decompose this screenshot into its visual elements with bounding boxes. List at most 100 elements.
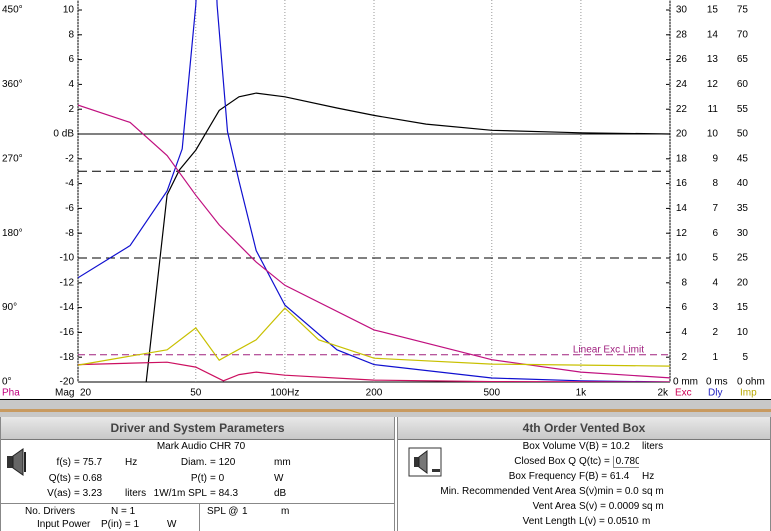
field-unit: mm: [274, 457, 291, 468]
x-tick-label: 200: [366, 388, 383, 398]
y-tick-label: 15: [707, 5, 719, 16]
y-tick-label: -6: [65, 203, 74, 214]
x-tick-label: 1k: [576, 388, 588, 398]
driver-panel: Driver and System Parameters Mark Audio …: [0, 417, 395, 531]
y-tick-label: 0 ms: [706, 377, 728, 388]
y-tick-label: 2: [712, 327, 718, 338]
y-tick-label: 8: [68, 29, 74, 40]
y-tick-label: 1: [712, 352, 718, 363]
y-tick-label: -4: [65, 178, 74, 189]
y-tick-label: 8: [712, 178, 718, 189]
y-tick-label: 12: [676, 228, 688, 239]
curves: [78, 0, 670, 382]
row-label: Vent Length: [522, 516, 576, 527]
y-tick-label: 70: [737, 29, 749, 40]
y-tick-label: 180°: [2, 228, 23, 239]
curve: [78, 0, 670, 382]
y-tick-label: 22: [676, 104, 688, 115]
y-tick-label: -16: [60, 327, 75, 338]
field-value: P(in) = 1: [101, 519, 140, 530]
field-unit: W: [274, 473, 284, 484]
y-tick-label: 12: [707, 79, 719, 90]
y-tick-label: 50: [737, 129, 749, 140]
row-unit: Hz: [642, 471, 655, 482]
row-value: L(v) = 0.05108: [579, 516, 639, 528]
row-unit: m: [642, 516, 651, 527]
y-tick-label: 2: [681, 352, 687, 363]
y-tick-label: 65: [737, 54, 749, 65]
row-symbol: V(B) =: [579, 441, 608, 452]
response-chart: 450° 360° 270° 180° 90° 0°Pha 10 8 6 4 2 0 dB -2 -4 -6…: [2, 0, 765, 398]
field-label: P(t): [190, 473, 207, 484]
y-tick-label: 26: [676, 54, 688, 65]
x-tick-label: 50: [190, 388, 202, 398]
row-number: 0.05108: [607, 516, 639, 527]
y-tick-label: 45: [737, 153, 749, 164]
y-tick-label: 13: [707, 54, 719, 65]
row-symbol: S(v) =: [579, 501, 606, 512]
field-value: = 0.68: [74, 473, 103, 484]
box-panel: 4th Order Vented Box Box Volume V(B) = 10…: [397, 417, 771, 531]
field-value: 1: [242, 506, 248, 517]
row-number[interactable]: 0.7803: [612, 456, 639, 468]
row-label: Box Frequency: [508, 471, 576, 482]
y-tick-label: 75: [737, 5, 749, 16]
y-tick-label: -20: [60, 377, 75, 388]
x-tick-label: 500: [483, 388, 500, 398]
field-label: Input Power: [37, 519, 91, 530]
y-tick-label: 270°: [2, 153, 23, 164]
field-unit: W: [167, 519, 177, 530]
y-tick-label: 90°: [2, 302, 17, 313]
divider-strip: [0, 399, 771, 417]
y-tick-label: 15: [737, 302, 749, 313]
row-value: F(B) = 61.4: [579, 471, 639, 483]
field-unit: liters: [125, 488, 147, 499]
field-value: = 0: [210, 473, 225, 484]
y-tick-label: 30: [737, 228, 749, 239]
y-tick-label: 24: [676, 79, 688, 90]
y-tick-label: 25: [737, 253, 749, 264]
row-number: 0.00098: [608, 501, 639, 512]
axis-name: Dly: [708, 388, 722, 398]
y-tick-label: 16: [676, 178, 688, 189]
row-symbol: S(v)min =: [579, 486, 623, 497]
x-tick-label: 2k: [657, 388, 669, 398]
row-label: Closed Box Q: [514, 456, 576, 467]
field-label: f(s): [56, 457, 71, 468]
row-symbol: L(v) =: [579, 516, 605, 527]
field-unit: m: [281, 506, 290, 517]
y-tick-label: 28: [676, 29, 688, 40]
y-tick-label: 4: [68, 79, 74, 90]
field-value: = 120: [210, 457, 236, 468]
row-label: Min. Recommended Vent Area: [440, 486, 576, 497]
y-tick-label: 10: [676, 253, 688, 264]
y-tick-label: 6: [712, 228, 718, 239]
field-label: 1W/1m SPL: [153, 488, 207, 499]
row-unit: sq m: [642, 486, 664, 497]
row-number: 0.00059: [624, 486, 639, 497]
y-tick-label: 360°: [2, 79, 23, 90]
y-tick-label: 2: [68, 104, 74, 115]
curve: [145, 92, 670, 382]
y-tick-label: 4: [712, 277, 718, 288]
field-label: SPL @: [207, 506, 239, 517]
y-tick-label: 55: [737, 104, 749, 115]
panel-title: Driver and System Parameters: [1, 417, 394, 440]
row-unit: liters: [642, 441, 664, 452]
y-tick-label: 10: [707, 129, 719, 140]
field-value: N = 1: [111, 506, 136, 517]
x-tick-label: 20: [80, 388, 92, 398]
exc-limit-label: Linear Exc Limit: [573, 344, 644, 355]
axis-name: Pha: [2, 388, 20, 398]
field-unit: dB: [274, 488, 287, 499]
row-number: 10.2: [610, 441, 630, 452]
axis-name: Imp: [740, 388, 757, 398]
y-tick-label: -8: [65, 228, 74, 239]
y-tick-label: -2: [65, 153, 74, 164]
y-tick-label: 9: [712, 153, 718, 164]
separator: [199, 503, 200, 531]
row-value: Q(tc) = 0.7803: [579, 456, 639, 468]
y-tick-label: 0 mm: [673, 377, 698, 388]
curve: [78, 361, 670, 382]
